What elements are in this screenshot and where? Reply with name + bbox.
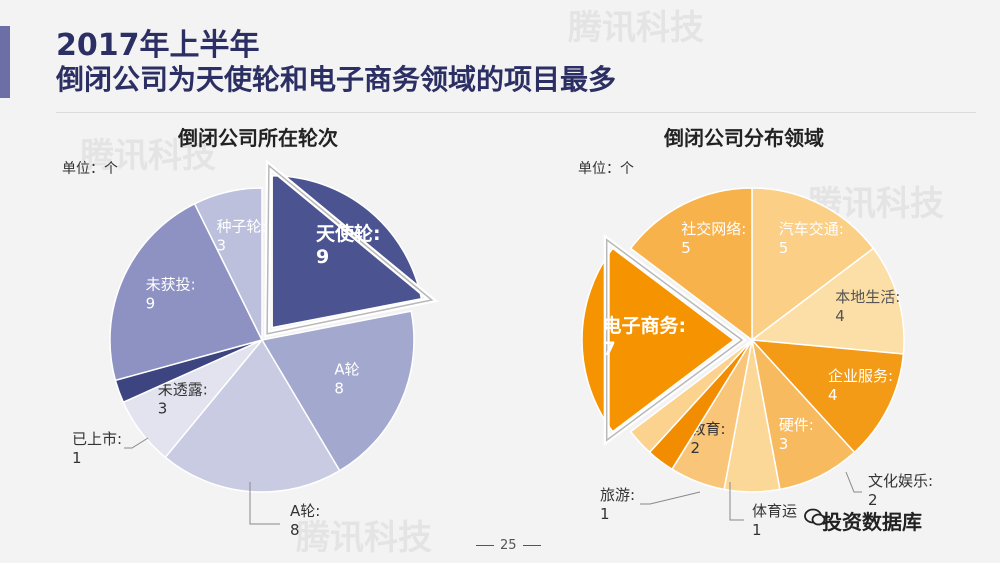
slice-value: 2 [868, 491, 878, 509]
watermark: 腾讯科技 [80, 136, 216, 176]
unit-label-sectors: 单位：个 [578, 161, 634, 177]
slice-label: A轮 [334, 360, 359, 378]
slice-label: 旅游: [600, 486, 635, 504]
slice-value: 5 [681, 239, 691, 257]
pie-slice [193, 187, 263, 341]
slice-value: 3 [158, 400, 168, 418]
pie-slice [750, 247, 905, 355]
wechat-icon [804, 508, 826, 526]
slice-label: 已上市: [72, 430, 122, 448]
watermark: 腾讯科技 [296, 518, 432, 558]
watermark: 腾讯科技 [568, 8, 704, 48]
slice-value: 3 [216, 236, 226, 254]
pie-slice [751, 187, 875, 342]
pie-slice [260, 310, 415, 472]
pie-slice [271, 174, 423, 329]
slice-label: 天使轮: [316, 222, 381, 245]
leader-line [124, 437, 149, 449]
leader-line [249, 482, 280, 525]
slice-value: 7 [603, 338, 616, 360]
pie-slice [629, 187, 753, 342]
header-accent-bar [0, 26, 10, 98]
slice-value: 1 [600, 505, 610, 523]
slice-value: 2 [690, 439, 700, 457]
slice-value: 4 [828, 386, 838, 404]
slice-value: 8 [334, 379, 344, 397]
slice-label: 硬件: [779, 416, 814, 434]
title-main: 倒闭公司为天使轮和电子商务领域的项目最多 [56, 63, 617, 96]
highlight-frame-edge [605, 238, 744, 442]
slice-label: 企业服务: [828, 367, 893, 385]
pie-slice [750, 337, 856, 491]
title-year: 2017年上半年 [56, 28, 260, 63]
pie-slice [629, 339, 753, 454]
slice-label: 社交网络: [681, 220, 746, 238]
slice-value: 4 [835, 307, 845, 325]
slice-label: A轮: [290, 502, 320, 520]
slice-label: 未获投: [146, 276, 196, 294]
slice-label: 文化娱乐: [868, 472, 933, 490]
slice-label: 未透露: [158, 381, 208, 399]
page-number: 25 [470, 538, 547, 553]
brand-name: 投资数据库 [822, 510, 922, 534]
slice-value: 5 [779, 239, 789, 257]
slice-label: 本地生活: [835, 288, 900, 306]
slice-label: 电子商务: [603, 314, 687, 337]
slice-label: 种子轮: [216, 217, 266, 235]
slice-label: 体育运 [752, 502, 797, 520]
slice-value: 8 [290, 521, 300, 539]
leader-line [729, 482, 744, 521]
leader-line [845, 471, 862, 493]
highlight-frame-edge [266, 164, 434, 335]
unit-label-rounds: 单位：个 [62, 161, 118, 177]
slice-value: 1 [752, 521, 762, 539]
pie-slice [750, 339, 905, 454]
chart-title-rounds: 倒闭公司所在轮次 [178, 126, 338, 150]
slice-label: 汽车交通: [779, 220, 844, 238]
pie-slice [109, 202, 264, 382]
header-divider [56, 112, 976, 113]
pie-slice [581, 247, 736, 433]
chart-title-sectors: 倒闭公司分布领域 [664, 126, 824, 150]
slice-value: 9 [316, 246, 329, 268]
leader-line [640, 491, 701, 505]
slice-value: 1 [72, 449, 82, 467]
slice-value: 3 [779, 435, 789, 453]
slice-value: 9 [146, 295, 156, 313]
